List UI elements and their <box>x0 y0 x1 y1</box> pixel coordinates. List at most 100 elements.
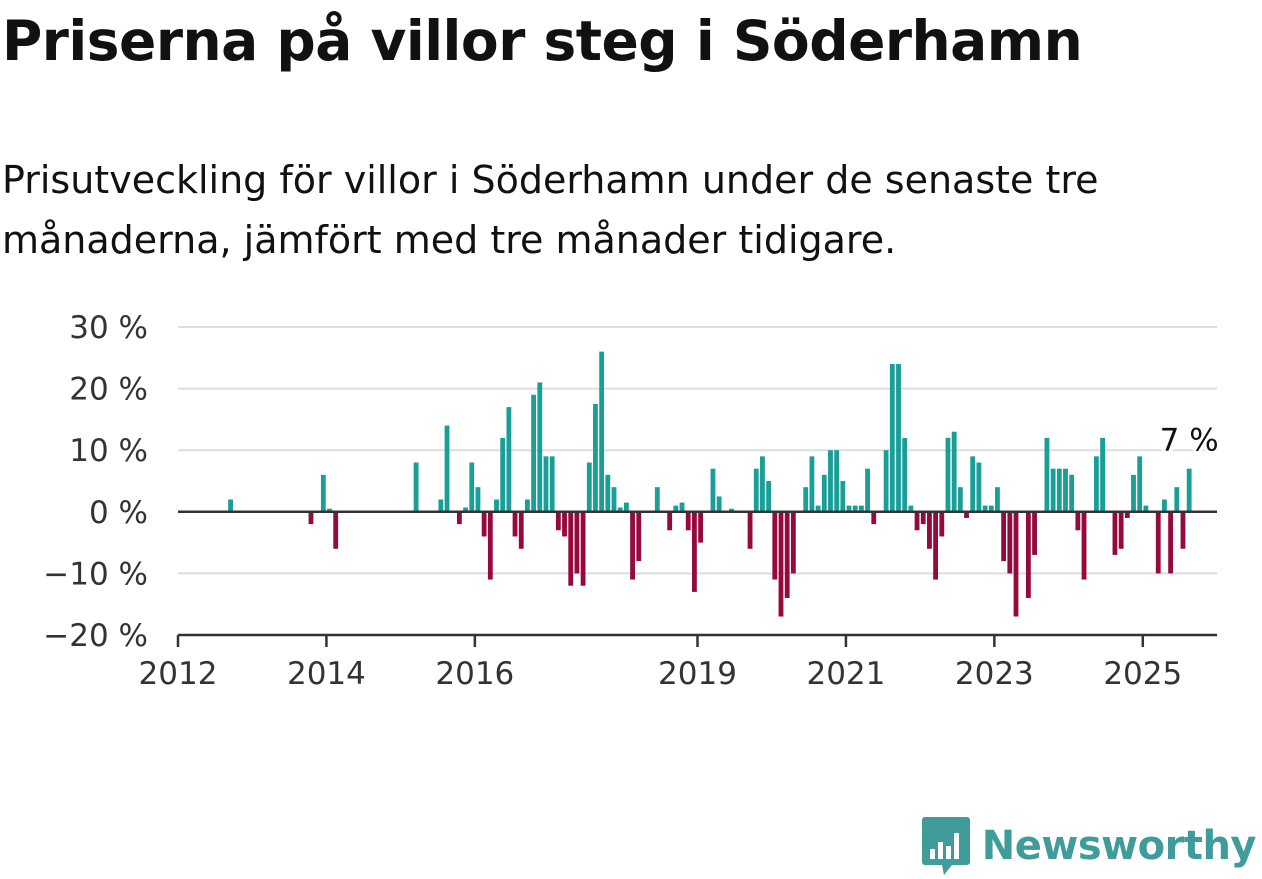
bar <box>1032 511 1037 555</box>
bar <box>1112 511 1118 555</box>
bar <box>1081 511 1087 580</box>
bar <box>463 507 468 512</box>
bar <box>456 511 462 525</box>
bar-chart-speech-bubble-icon <box>921 817 970 875</box>
bar <box>506 407 512 512</box>
x-tick-label: 2019 <box>658 656 737 692</box>
x-tick-label: 2021 <box>806 656 885 692</box>
bar <box>729 508 734 512</box>
bar <box>840 481 846 512</box>
bar <box>469 462 475 512</box>
bar <box>525 499 530 512</box>
bar <box>555 511 561 531</box>
bar <box>1186 468 1192 512</box>
bar <box>1118 511 1124 549</box>
bar <box>413 462 419 512</box>
bar <box>333 511 339 549</box>
x-tick-label: 2016 <box>435 656 514 692</box>
bar <box>988 505 994 512</box>
bar <box>914 511 920 531</box>
bar <box>710 468 716 512</box>
bar <box>1180 511 1186 549</box>
bar <box>586 462 592 512</box>
bar <box>852 505 858 512</box>
x-tick-label: 2014 <box>287 656 366 692</box>
bar <box>605 474 611 512</box>
bar <box>834 450 840 512</box>
axis-labels: 30 % 20 % 10 % 0 % −10 % −20 %2012 2014 2016 201… <box>43 310 1222 692</box>
bar <box>803 487 809 512</box>
bar <box>970 456 976 512</box>
chart-subtitle: Prisutveckling för villor i Söderhamn un… <box>2 158 1099 262</box>
bar <box>1131 474 1136 512</box>
y-tick-label: 0 % <box>89 495 148 531</box>
bar <box>692 511 697 592</box>
bar <box>320 474 326 512</box>
bar <box>611 487 617 512</box>
bar <box>1124 511 1130 518</box>
bar <box>858 505 864 512</box>
bar <box>902 437 908 512</box>
bar <box>821 474 827 512</box>
bar <box>1025 511 1031 599</box>
bar <box>518 511 524 549</box>
bar <box>630 511 635 580</box>
bar <box>889 363 895 512</box>
bar <box>487 511 493 580</box>
bar <box>481 511 487 537</box>
y-tick-label: −10 % <box>43 556 148 592</box>
bar <box>531 394 537 512</box>
bar <box>1044 437 1050 512</box>
bar-series <box>228 351 1192 617</box>
bar <box>908 505 914 512</box>
bar <box>1093 456 1099 512</box>
bar <box>1056 468 1062 512</box>
bar <box>574 511 580 574</box>
bar <box>1063 468 1068 512</box>
bar <box>846 505 852 512</box>
bar <box>580 511 586 586</box>
bar <box>549 456 555 512</box>
bar <box>562 511 567 537</box>
bar <box>308 511 314 525</box>
bar <box>685 511 691 531</box>
last-value-label: 7 % <box>1160 423 1219 459</box>
bar <box>896 363 901 512</box>
bar <box>698 511 703 543</box>
bar <box>766 481 772 512</box>
y-tick-label: 30 % <box>69 310 148 346</box>
bar <box>982 505 988 512</box>
bar <box>809 456 815 512</box>
bar <box>957 487 963 512</box>
bar <box>500 437 506 512</box>
bar <box>828 450 833 512</box>
bar <box>593 404 598 512</box>
bar <box>790 511 796 574</box>
bar <box>1007 511 1013 574</box>
axes <box>176 510 1217 647</box>
bar <box>636 511 642 562</box>
bar <box>1075 511 1081 531</box>
bar <box>784 511 790 599</box>
bar <box>327 508 332 512</box>
bar <box>1069 474 1075 512</box>
bar <box>760 456 765 512</box>
bar <box>716 496 722 512</box>
brand-name: Newsworthy <box>981 823 1257 869</box>
bar <box>1013 511 1019 617</box>
bar <box>945 437 951 512</box>
bar <box>494 499 499 512</box>
bar <box>1162 499 1167 512</box>
bar <box>1137 456 1143 512</box>
bar <box>654 487 660 512</box>
bar <box>995 487 1000 512</box>
x-tick-label: 2012 <box>139 656 218 692</box>
bar <box>444 425 450 512</box>
y-tick-label: 10 % <box>69 433 148 469</box>
bar <box>438 499 444 512</box>
bar <box>883 450 889 512</box>
y-tick-label: 20 % <box>69 372 148 408</box>
bar <box>1155 511 1161 574</box>
bar <box>537 382 543 512</box>
bar <box>543 456 549 512</box>
